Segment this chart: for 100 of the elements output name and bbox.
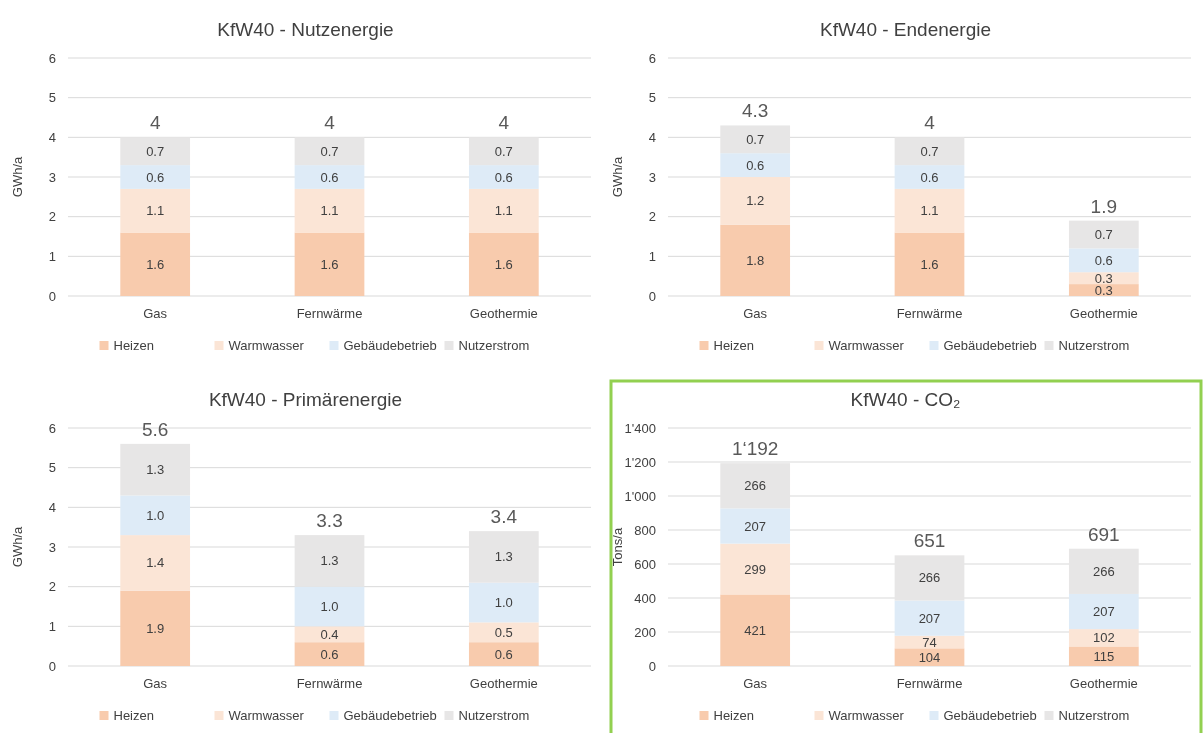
total-label: 5.6 [141, 418, 169, 440]
y-tick-label: 3 [648, 169, 656, 185]
y-tick-label: 6 [48, 420, 56, 436]
y-tick-label: 5 [48, 90, 56, 106]
x-tick-label: Fernwärme [296, 676, 363, 691]
bar [294, 535, 365, 587]
total-label: 3.3 [316, 510, 343, 532]
bar [1068, 646, 1139, 666]
legend-label: Gebäudebetrieb [943, 708, 1037, 723]
data-label: 0.6 [320, 169, 339, 185]
legend-label: Warmwasser [828, 338, 905, 353]
total-label: 1.9 [1090, 195, 1118, 217]
data-label: 266 [744, 478, 767, 494]
data-label: 1.9 [146, 620, 165, 636]
x-tick-label: Fernwärme [896, 306, 963, 321]
data-label: 266 [1092, 563, 1115, 579]
y-tick-label: 800 [634, 522, 656, 538]
legend-label: Heizen [713, 338, 754, 353]
bar [1068, 220, 1139, 249]
data-label: 1.3 [494, 549, 513, 565]
y-axis-title: GWh/a [10, 526, 25, 568]
data-label: 1.2 [746, 193, 765, 209]
chart-title: KfW40 - Nutzenergie [217, 19, 394, 40]
data-label: 74 [922, 634, 937, 650]
bar [894, 232, 965, 296]
data-label: 0.4 [320, 626, 339, 642]
data-label: 1.1 [494, 203, 513, 219]
x-tick-label: Geothermie [1069, 306, 1138, 321]
y-tick-label: 3 [48, 169, 56, 185]
x-tick-label: Fernwärme [896, 676, 963, 691]
total-label: 4.3 [741, 100, 769, 122]
bar [294, 188, 365, 233]
data-label: 1.1 [920, 203, 939, 219]
data-label: 0.6 [494, 169, 513, 185]
bar [468, 622, 539, 643]
y-axis-title: Tons/a [610, 527, 625, 567]
bar [294, 626, 365, 643]
y-tick-label: 4 [48, 499, 56, 515]
bar [468, 137, 539, 166]
bar [468, 642, 539, 666]
y-tick-label: 600 [634, 556, 656, 572]
data-label: 0.7 [920, 143, 939, 159]
bar [294, 642, 365, 666]
legend-label: Warmwasser [228, 708, 305, 723]
data-label: 207 [918, 610, 941, 626]
bar [468, 531, 539, 583]
total-label: 4 [924, 112, 936, 134]
bar [894, 600, 965, 636]
data-label: 1.0 [146, 507, 165, 523]
total-label: 4 [149, 112, 161, 134]
legend-label: Nutzerstrom [1058, 338, 1130, 353]
bar [120, 188, 191, 233]
data-label: 1.6 [920, 256, 939, 272]
data-label: 0.6 [494, 646, 513, 662]
y-tick-label: 1'200 [624, 454, 656, 470]
bar [720, 594, 791, 666]
y-tick-label: 1 [48, 618, 56, 634]
data-label: 1.1 [146, 203, 165, 219]
bar [468, 232, 539, 296]
total-label: 691 [1087, 523, 1120, 545]
y-tick-label: 1'400 [624, 420, 656, 436]
y-tick-label: 2 [48, 579, 56, 595]
data-label: 0.7 [320, 143, 339, 159]
bar [1068, 629, 1139, 647]
legend-label: Heizen [113, 708, 154, 723]
y-tick-label: 5 [648, 90, 656, 106]
y-tick-label: 6 [48, 50, 56, 66]
y-tick-label: 6 [648, 50, 656, 66]
y-tick-label: 0 [648, 658, 656, 674]
bar [720, 153, 791, 177]
total-label: 651 [913, 530, 946, 552]
bar [120, 232, 191, 296]
bar [294, 232, 365, 296]
y-axis-title: GWh/a [10, 156, 25, 198]
data-label: 421 [744, 622, 767, 638]
data-label: 1.8 [746, 252, 765, 268]
x-tick-label: Gas [143, 676, 168, 691]
data-label: 1.6 [494, 256, 513, 272]
chart-title: KfW40 - Endenergie [819, 19, 992, 40]
bar [720, 463, 791, 509]
legend-label: Nutzerstrom [458, 338, 530, 353]
bar [894, 188, 965, 233]
x-tick-label: Gas [743, 306, 768, 321]
y-tick-label: 2 [648, 209, 656, 225]
data-label: 0.6 [320, 646, 339, 662]
data-label: 299 [744, 561, 767, 577]
bar [894, 165, 965, 189]
y-tick-label: 0 [48, 288, 56, 304]
bar [468, 188, 539, 233]
legend-label: Gebäudebetrieb [343, 338, 437, 353]
total-label: 4 [498, 112, 510, 134]
data-label: 1.6 [320, 256, 339, 272]
data-label: 207 [744, 518, 767, 534]
data-label: 0.7 [746, 131, 765, 147]
bar [468, 582, 539, 623]
data-label: 1.4 [146, 555, 165, 571]
total-label: 4 [324, 112, 336, 134]
bar [1068, 548, 1139, 594]
data-label: 0.7 [1094, 227, 1113, 243]
bar [294, 165, 365, 189]
